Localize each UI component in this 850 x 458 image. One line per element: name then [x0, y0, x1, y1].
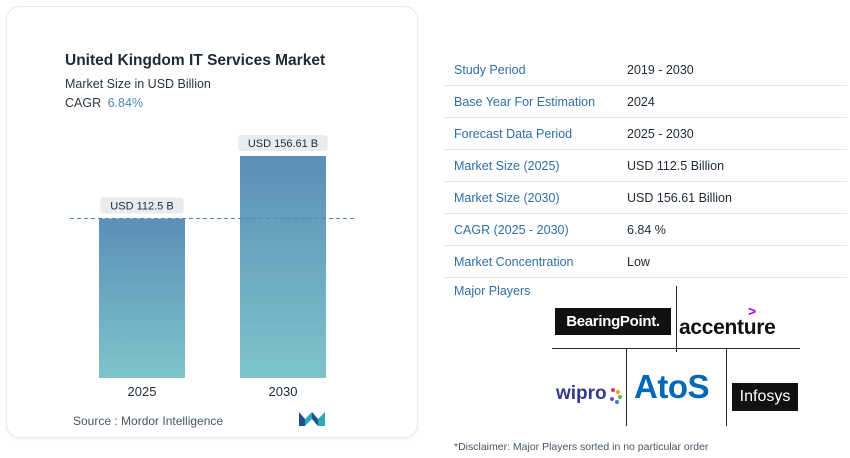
grid-divider [552, 348, 800, 349]
row-key: Market Size (2025) [454, 158, 560, 173]
players-logo-grid: BearingPoint. > accenture wipro AtoS Inf… [552, 286, 802, 426]
market-summary-table: Study Period 2019 - 2030 Base Year For E… [444, 54, 847, 278]
cagr-label: CAGR [65, 96, 102, 110]
accenture-logo: accenture [679, 316, 776, 339]
row-value: USD 156.61 Billion [627, 190, 732, 205]
atos-logo: AtoS [634, 368, 710, 405]
table-row: Market Concentration Low [444, 246, 847, 278]
x-tick-label: 2030 [269, 384, 298, 399]
grid-divider [726, 348, 727, 426]
data-label: USD 156.61 B [248, 138, 318, 150]
data-label-bg [100, 197, 184, 214]
chart-subtitle: Market Size in USD Billion [65, 77, 211, 91]
row-key: Market Size (2030) [454, 190, 560, 205]
table-row: Market Size (2030) USD 156.61 Billion [444, 182, 847, 214]
bar-chart: USD 112.5 B 2025 USD 156.61 B 2030 [70, 135, 356, 399]
table-row: Base Year For Estimation 2024 [444, 86, 847, 118]
row-value: Low [627, 254, 650, 269]
row-key: Market Concentration [454, 254, 574, 269]
grid-divider [676, 286, 677, 352]
data-label: USD 112.5 B [110, 201, 173, 213]
cagr-value: 6.84% [107, 96, 144, 110]
chart-card [6, 6, 418, 438]
disclaimer-text: *Disclaimer: Major Players sorted in no … [454, 441, 709, 453]
table-row: Study Period 2019 - 2030 [444, 54, 847, 86]
grid-divider [626, 348, 627, 426]
wipro-logo: wipro [556, 383, 607, 404]
infosys-logo: Infosys [732, 383, 798, 411]
wipro-dots-icon [610, 388, 622, 404]
chart-source: Source : Mordor Intelligence [73, 414, 224, 428]
row-key: CAGR (2025 - 2030) [454, 222, 569, 237]
bar-2030 [240, 156, 326, 378]
chart-title: United Kingdom IT Services Market [65, 52, 326, 69]
row-value: 2024 [627, 94, 655, 109]
major-players-label: Major Players [454, 284, 531, 298]
row-value: 2025 - 2030 [627, 126, 694, 141]
mordor-logo [299, 412, 325, 426]
table-row: Market Size (2025) USD 112.5 Billion [444, 150, 847, 182]
accenture-mark-icon: > [748, 303, 757, 319]
cagr-line: CAGR 6.84% [65, 96, 143, 110]
table-row: CAGR (2025 - 2030) 6.84 % [444, 214, 847, 246]
data-label-bg [238, 135, 328, 151]
row-value: USD 112.5 Billion [627, 158, 725, 173]
bearingpoint-logo: BearingPoint. [555, 308, 671, 335]
row-value: 6.84 % [627, 222, 666, 237]
row-key: Forecast Data Period [454, 126, 573, 141]
bar-2025 [99, 218, 185, 378]
row-key: Study Period [454, 62, 526, 77]
table-row: Forecast Data Period 2025 - 2030 [444, 118, 847, 150]
x-tick-label: 2025 [128, 384, 157, 399]
row-value: 2019 - 2030 [627, 62, 694, 77]
row-key: Base Year For Estimation [454, 94, 596, 109]
